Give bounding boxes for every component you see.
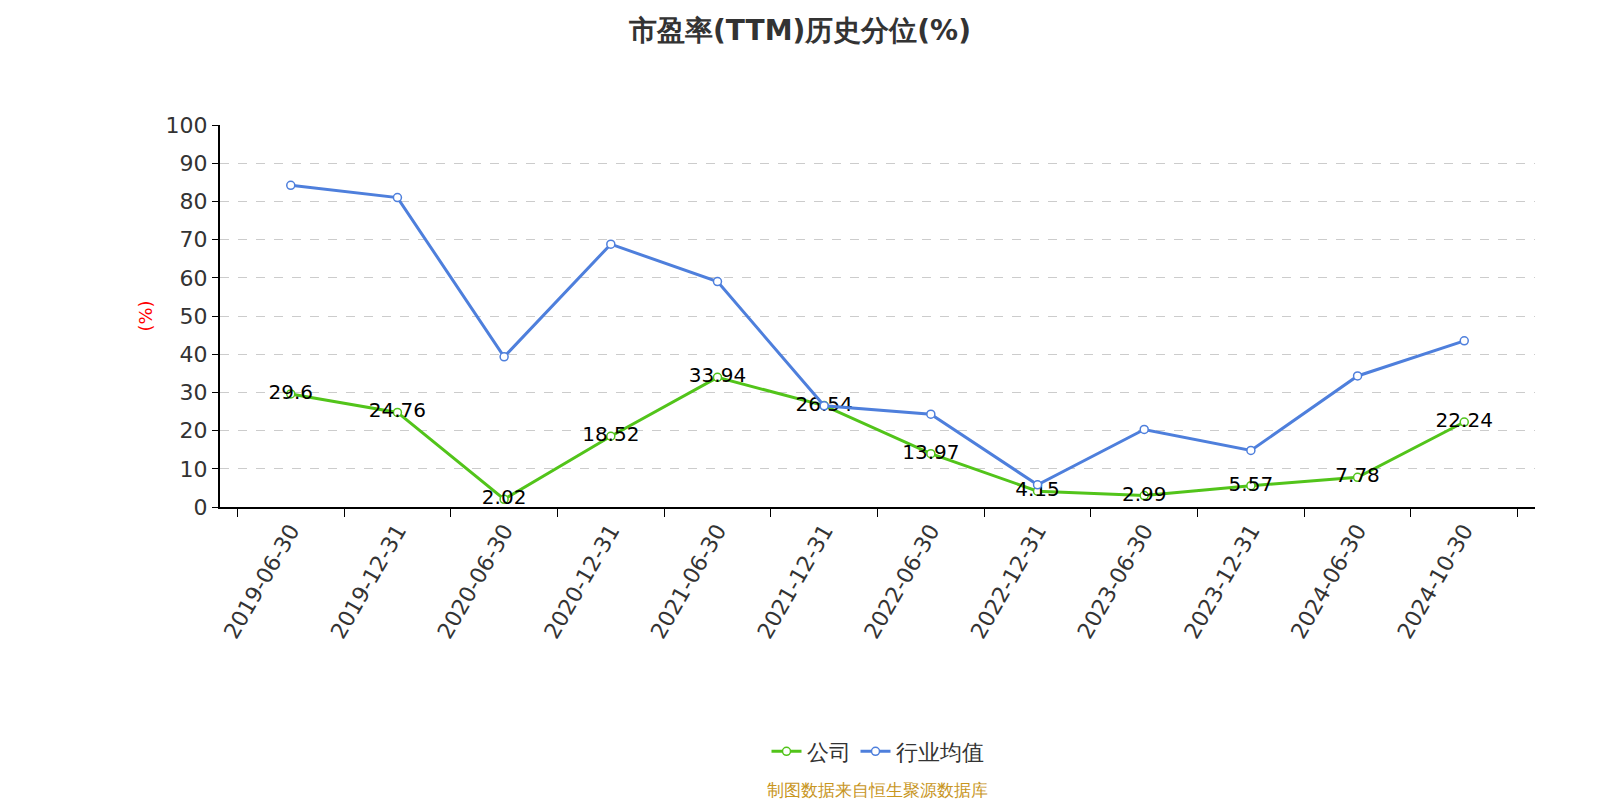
svg-text:2.99: 2.99 bbox=[1122, 482, 1167, 506]
svg-text:4.15: 4.15 bbox=[1015, 477, 1060, 501]
svg-text:80: 80 bbox=[180, 189, 208, 214]
svg-text:18.52: 18.52 bbox=[582, 422, 639, 446]
svg-text:29.6: 29.6 bbox=[268, 380, 313, 404]
svg-text:90: 90 bbox=[180, 151, 208, 176]
svg-text:2024-10-30: 2024-10-30 bbox=[1393, 520, 1479, 643]
svg-text:70: 70 bbox=[180, 227, 208, 252]
svg-text:33.94: 33.94 bbox=[689, 363, 746, 387]
svg-text:7.78: 7.78 bbox=[1335, 463, 1380, 487]
svg-text:26.54: 26.54 bbox=[796, 392, 853, 416]
svg-text:2019-12-31: 2019-12-31 bbox=[326, 520, 412, 643]
svg-text:制图数据来自恒生聚源数据库: 制图数据来自恒生聚源数据库 bbox=[767, 780, 988, 800]
svg-text:40: 40 bbox=[180, 342, 208, 367]
svg-text:100: 100 bbox=[166, 113, 208, 138]
svg-text:2021-12-31: 2021-12-31 bbox=[752, 520, 838, 643]
svg-text:2022-06-30: 2022-06-30 bbox=[859, 520, 945, 643]
svg-text:2022-12-31: 2022-12-31 bbox=[966, 520, 1052, 643]
svg-text:2.02: 2.02 bbox=[482, 485, 527, 509]
svg-text:2019-06-30: 2019-06-30 bbox=[219, 520, 305, 643]
svg-text:市盈率(TTM)历史分位(%): 市盈率(TTM)历史分位(%) bbox=[628, 14, 971, 47]
svg-text:10: 10 bbox=[180, 457, 208, 482]
svg-text:20: 20 bbox=[180, 418, 208, 443]
svg-text:30: 30 bbox=[180, 380, 208, 405]
svg-text:60: 60 bbox=[180, 266, 208, 291]
svg-text:2020-06-30: 2020-06-30 bbox=[432, 520, 518, 643]
svg-text:公司: 公司 bbox=[807, 740, 851, 765]
svg-text:(%): (%) bbox=[135, 300, 156, 331]
svg-text:13.97: 13.97 bbox=[902, 440, 959, 464]
svg-text:2021-06-30: 2021-06-30 bbox=[646, 520, 732, 643]
svg-text:22.24: 22.24 bbox=[1436, 408, 1493, 432]
svg-text:0: 0 bbox=[194, 495, 208, 520]
svg-text:行业均值: 行业均值 bbox=[896, 740, 984, 765]
svg-text:2020-12-31: 2020-12-31 bbox=[539, 520, 625, 643]
svg-text:2024-06-30: 2024-06-30 bbox=[1286, 520, 1372, 643]
svg-text:2023-12-31: 2023-12-31 bbox=[1179, 520, 1265, 643]
svg-text:2023-06-30: 2023-06-30 bbox=[1072, 520, 1158, 643]
svg-text:24.76: 24.76 bbox=[369, 398, 426, 422]
svg-text:50: 50 bbox=[180, 304, 208, 329]
svg-text:5.57: 5.57 bbox=[1229, 472, 1274, 496]
